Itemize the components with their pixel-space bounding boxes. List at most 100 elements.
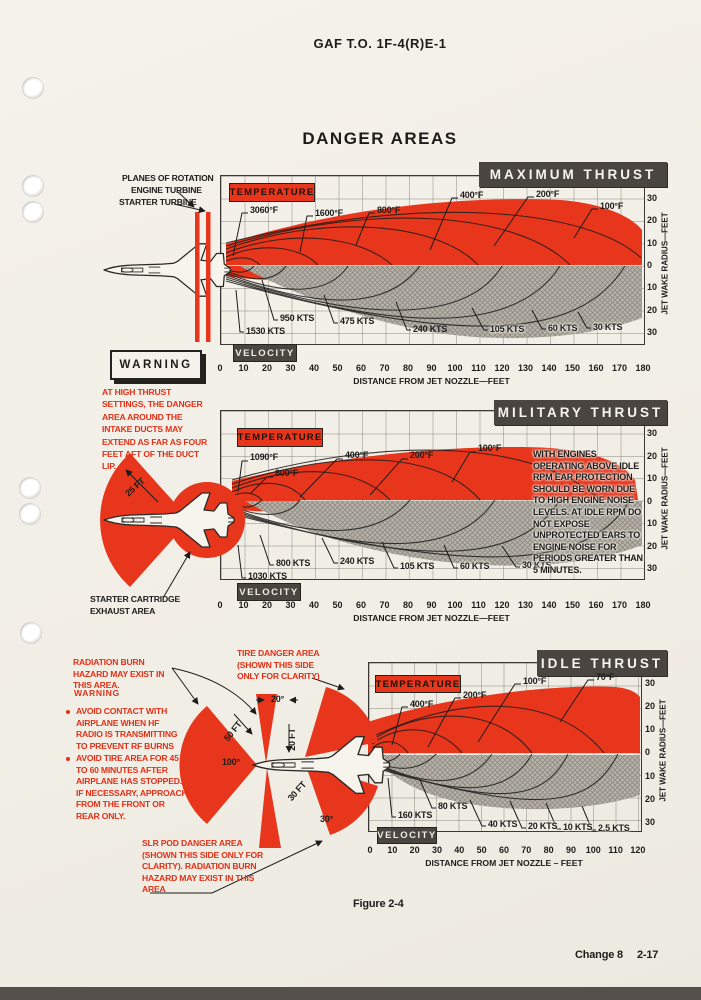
x-tick: 140: [541, 600, 557, 610]
temp-label: 100°F: [523, 676, 547, 686]
velocity-value-label: 800 KTS: [276, 558, 311, 568]
x-tick: 180: [635, 363, 651, 373]
velocity-value-label: 105 KTS: [400, 561, 435, 571]
max-leader-lines: [173, 191, 598, 333]
y-tick: 20: [645, 701, 656, 712]
page-title: DANGER AREAS: [302, 129, 458, 148]
temp-label: 100°F: [478, 443, 502, 453]
x-tick: 60: [498, 845, 509, 855]
max-velocity-legend: VELOCITY: [233, 344, 297, 362]
bullet-dot: [66, 757, 70, 761]
velocity-label: VELOCITY: [239, 586, 299, 598]
velocity-value-label: 2.5 KTS: [598, 823, 630, 833]
max-y-axis-label: JET WAKE RADIUS—FEET: [660, 212, 670, 315]
velocity-value-label: 60 KTS: [548, 323, 578, 333]
mil-noise-note: WITH ENGINES OPERATING ABOVE IDLE RPM EA…: [533, 449, 643, 575]
temperature-label: TEMPERATURE: [237, 432, 323, 443]
x-tick: 90: [426, 600, 437, 610]
idle-red-danger-area: [368, 686, 640, 753]
tire-wedge-lower: [259, 768, 281, 848]
x-tick: 60: [355, 363, 366, 373]
y-tick: 30: [647, 428, 658, 438]
y-tick: 20: [647, 215, 658, 226]
x-tick: 160: [588, 600, 604, 610]
idle-warning-bullet-1: AVOID CONTACT WITH AIRPLANE WHEN HF RADI…: [76, 706, 178, 751]
x-tick: 60: [355, 600, 366, 610]
idle-y-axis-ticks: 30 20 10 0 10 20 30: [645, 677, 661, 828]
velocity-value-label: 40 KTS: [488, 819, 518, 829]
x-tick: 160: [588, 363, 604, 373]
warning-title: WARNING: [119, 359, 193, 371]
x-tick: 90: [426, 363, 437, 373]
temp-label: 100°F: [600, 201, 624, 211]
mil-velocity-legend: VELOCITY: [237, 583, 301, 601]
velocity-value-label: 30 KTS: [593, 322, 623, 332]
tire-angle-label: 20°: [271, 694, 285, 704]
tire-wedge-upper: [256, 694, 277, 763]
aircraft-top-view-max: [103, 243, 231, 297]
x-tick: 20: [261, 363, 272, 373]
x-tick: 50: [476, 845, 487, 855]
x-tick: 0: [367, 845, 373, 855]
velocity-value-label: 1530 KTS: [246, 326, 285, 336]
temp-label: 3060°F: [250, 205, 278, 215]
punch-hole: [22, 201, 44, 223]
x-tick: 10: [238, 600, 249, 610]
x-tick: 120: [630, 845, 646, 855]
velocity-value-label: 240 KTS: [340, 556, 375, 566]
max-x-axis-ticks: 0 10 20 30 40 50 60 70 80 90 100 110 120 130 140 150 160…: [210, 363, 653, 373]
x-tick: 30: [285, 363, 296, 373]
mil-x-axis-ticks: 0 10 20 30 40 50 60 70 80 90 100 110 120 130 140 150 160…: [210, 600, 653, 610]
x-tick: 130: [517, 363, 534, 373]
x-tick: 10: [387, 845, 398, 855]
velocity-label: VELOCITY: [235, 347, 295, 359]
y-tick: 10: [647, 282, 658, 293]
velocity-value-label: 240 KTS: [413, 324, 448, 334]
velocity-value-label: 30 KTS: [522, 560, 552, 570]
idle-velocity-legend: VELOCITY: [377, 827, 437, 844]
max-thrust-title-bar: MAXIMUM THRUST: [479, 162, 667, 187]
x-tick: 0: [217, 363, 223, 373]
temp-label: 200°F: [536, 189, 560, 199]
mil-temp-contours: [231, 449, 601, 501]
y-tick: 20: [645, 793, 656, 804]
x-tick: 80: [402, 363, 413, 373]
y-tick: 20: [647, 450, 658, 461]
max-x-axis-label: DISTANCE FROM JET NOZZLE—FEET: [353, 376, 510, 386]
y-tick: 0: [647, 259, 653, 270]
max-velocity-contours: [225, 265, 626, 327]
idle-thrust-title: IDLE THRUST: [540, 655, 664, 671]
y-tick: 30: [647, 563, 658, 573]
starter-cartridge-label-1: STARTER CARTRIDGE: [90, 594, 181, 604]
mil-velocity-hatch-area: [245, 501, 642, 566]
y-tick: 30: [647, 193, 658, 203]
punch-hole: [19, 477, 41, 499]
idle-velocity-contours: [371, 753, 619, 801]
military-thrust-graphics: [100, 447, 642, 599]
planes-of-rotation-label: PLANES OF ROTATION: [122, 173, 214, 183]
tire-danger-label: TIRE DANGER AREA (SHOWN THIS SIDE ONLY F…: [237, 648, 320, 682]
x-tick: 40: [308, 600, 319, 610]
x-tick: 130: [517, 600, 534, 610]
x-tick: 140: [541, 363, 557, 373]
idle-thrust-graphics: [150, 667, 640, 894]
y-tick: 0: [647, 495, 653, 506]
y-tick: 20: [647, 304, 658, 315]
max-thrust-title: MAXIMUM THRUST: [489, 167, 657, 182]
x-tick: 100: [447, 600, 463, 610]
idle-x-axis-ticks: 0 10 20 30 40 50 60 70 80 90 100 110 120: [360, 845, 648, 855]
velocity-value-label: 1030 KTS: [248, 571, 287, 581]
idle-thrust-title-bar: IDLE THRUST: [537, 650, 667, 676]
military-thrust-title: MILITARY THRUST: [497, 405, 664, 420]
mil-y-axis-ticks: 30 20 10 0 10 20 30: [647, 427, 663, 574]
starter-turbine-label: STARTER TURBINE: [119, 197, 197, 207]
engine-turbine-label: ENGINE TURBINE: [131, 185, 202, 195]
figure-caption: Figure 2-4: [353, 898, 404, 910]
x-tick: 90: [565, 845, 576, 855]
x-tick: 50: [332, 600, 343, 610]
idle-velocity-hatch-area: [372, 755, 640, 810]
x-tick: 120: [494, 600, 510, 610]
idle-x-axis-label: DISTANCE FROM JET NOZZLE – FEET: [425, 858, 583, 868]
temp-label: 1600°F: [315, 208, 343, 218]
